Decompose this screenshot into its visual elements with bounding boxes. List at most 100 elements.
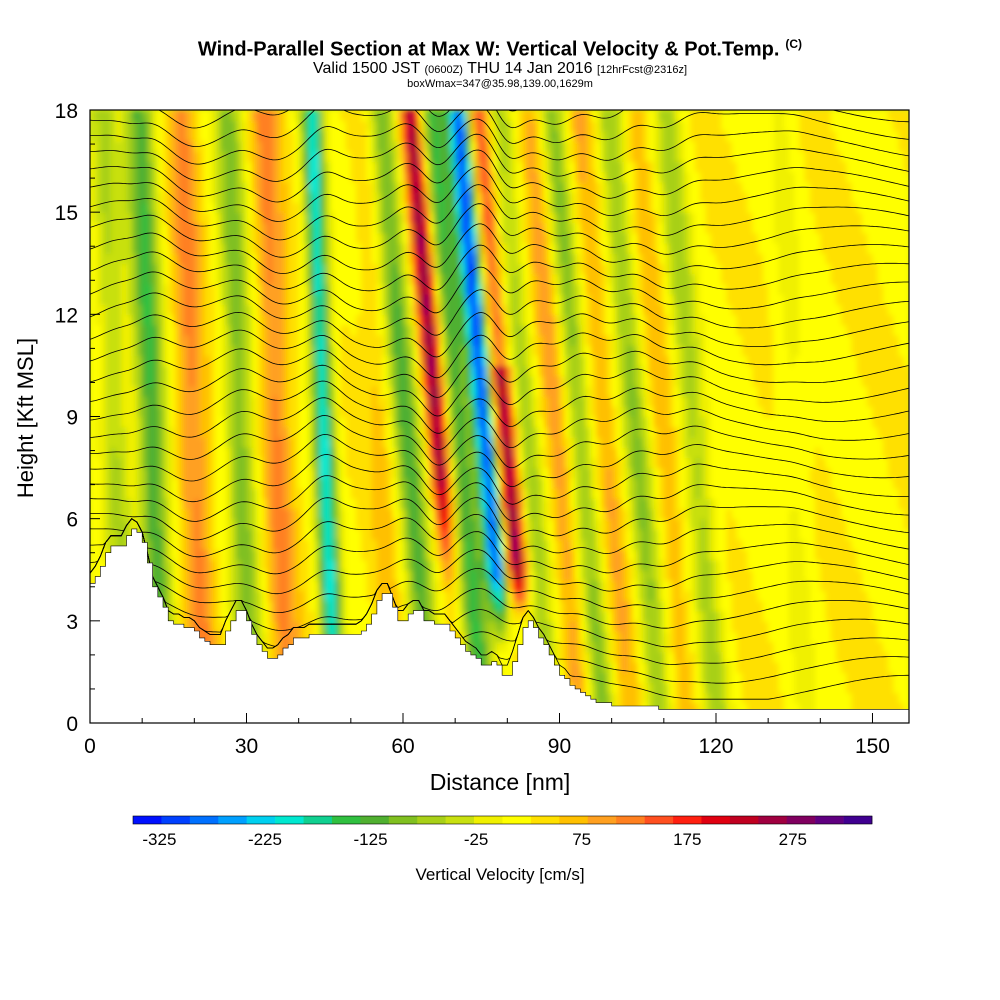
field-cell <box>267 334 274 346</box>
field-cell <box>152 222 159 234</box>
field-cell <box>230 579 237 591</box>
field-cell <box>408 385 415 397</box>
field-cell <box>189 569 196 581</box>
field-cell <box>397 140 404 152</box>
field-cell <box>366 477 373 489</box>
field-cell <box>502 559 509 571</box>
field-cell <box>392 120 399 132</box>
field-cell <box>449 426 456 438</box>
field-cell <box>220 457 227 469</box>
field-cell <box>413 304 420 316</box>
field-cell <box>272 242 279 254</box>
field-cell <box>303 253 310 265</box>
field-cell <box>314 396 321 408</box>
field-cell <box>329 518 336 530</box>
field-cell <box>152 263 159 275</box>
field-cell <box>147 528 154 540</box>
field-cell <box>439 130 446 142</box>
field-cell <box>110 488 117 500</box>
field-cell <box>178 161 185 173</box>
field-cell <box>142 130 149 142</box>
field-cell <box>382 242 389 254</box>
field-cell <box>189 263 196 275</box>
field-cell <box>340 212 347 224</box>
field-cell <box>418 518 425 530</box>
field-cell <box>376 242 383 254</box>
field-cell <box>173 488 180 500</box>
field-cell <box>434 436 441 448</box>
field-cell <box>173 365 180 377</box>
field-cell <box>142 171 149 183</box>
field-cell <box>288 559 295 571</box>
field-cell <box>481 201 488 213</box>
field-cell <box>194 344 201 356</box>
field-cell <box>157 222 164 234</box>
field-cell <box>413 457 420 469</box>
field-cell <box>345 314 352 326</box>
field-cell <box>371 222 378 234</box>
field-cell <box>371 426 378 438</box>
field-cell <box>215 620 222 632</box>
field-cell <box>194 181 201 193</box>
field-cell <box>491 416 498 428</box>
field-cell <box>256 181 263 193</box>
field-cell <box>376 375 383 387</box>
field-cell <box>147 518 154 530</box>
field-cell <box>256 344 263 356</box>
field-cell <box>329 477 336 489</box>
field-cell <box>277 447 284 459</box>
field-cell <box>262 324 269 336</box>
field-cell <box>152 579 159 591</box>
field-cell <box>329 406 336 418</box>
field-cell <box>293 355 300 367</box>
field-cell <box>309 559 316 571</box>
field-cell <box>439 263 446 275</box>
field-cell <box>178 559 185 571</box>
field-cell <box>220 518 227 530</box>
field-cell <box>382 201 389 213</box>
field-cell <box>418 375 425 387</box>
field-cell <box>376 590 383 602</box>
field-cell <box>309 498 316 510</box>
field-cell <box>105 201 112 213</box>
field-cell <box>246 150 253 162</box>
field-cell <box>512 314 519 326</box>
field-cell <box>126 467 133 479</box>
field-cell <box>340 242 347 254</box>
field-cell <box>397 304 404 316</box>
field-cell <box>392 283 399 295</box>
field-cell <box>402 539 410 551</box>
field-cell <box>413 559 420 571</box>
field-cell <box>100 314 107 326</box>
field-cell <box>110 324 117 336</box>
field-cell <box>168 232 175 244</box>
field-cell <box>376 385 383 397</box>
field-cell <box>356 447 363 459</box>
field-cell <box>303 232 310 244</box>
field-cell <box>392 375 399 387</box>
field-cell <box>502 498 509 510</box>
field-cell <box>486 130 493 142</box>
field-cell <box>481 641 488 653</box>
field-cell <box>319 304 326 316</box>
field-cell <box>178 528 185 540</box>
field-cell <box>303 549 310 561</box>
field-cell <box>476 436 483 448</box>
field-cell <box>319 457 326 469</box>
field-cell <box>481 324 488 336</box>
field-cell <box>173 140 180 152</box>
field-cell <box>502 324 509 336</box>
field-cell <box>408 334 415 346</box>
field-cell <box>147 253 154 265</box>
field-cell <box>329 355 336 367</box>
field-cell <box>95 232 102 244</box>
field-cell <box>204 355 211 367</box>
field-cell <box>397 293 404 305</box>
field-cell <box>340 110 347 122</box>
field-cell <box>314 232 321 244</box>
field-cell <box>168 191 175 203</box>
field-cell <box>340 508 347 520</box>
field-cell <box>110 375 117 387</box>
field-cell <box>387 385 394 397</box>
field-cell <box>215 130 222 142</box>
